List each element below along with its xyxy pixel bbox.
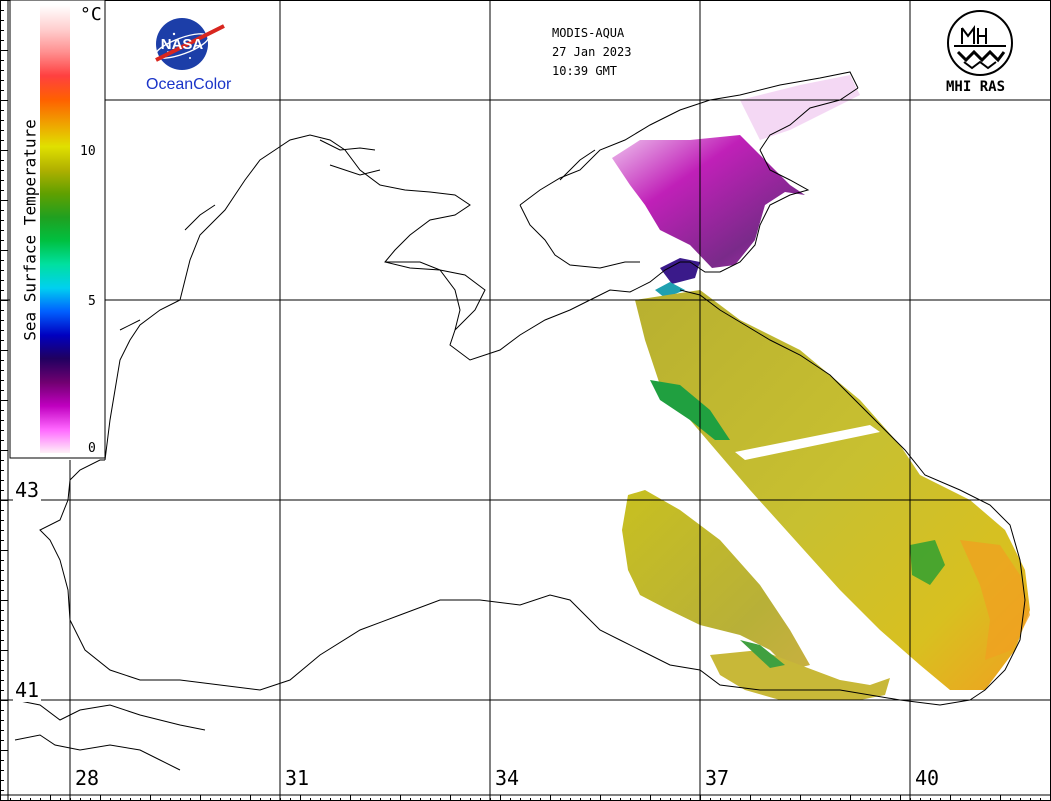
mhi-ras-logo — [947, 10, 1013, 76]
lon-label-31: 31 — [283, 766, 312, 790]
coastline — [14, 71, 1026, 771]
kerch-strait-patch — [660, 258, 700, 284]
colorbar-title: Sea Surface Temperature — [20, 119, 40, 341]
mhi-ras-caption: MHI RAS — [946, 79, 1006, 95]
lon-label-37: 37 — [703, 766, 732, 790]
east-green-streak-2 — [910, 540, 945, 585]
east-green-streak-1 — [650, 380, 730, 440]
azov-west-coastline — [519, 204, 640, 269]
colorbar — [9, 0, 106, 459]
lon-label-28: 28 — [73, 766, 102, 790]
sst-data-layer — [612, 75, 1030, 700]
south-coastline — [39, 459, 971, 706]
cloud-gap-band — [735, 425, 880, 460]
colorbar-ramp — [40, 5, 70, 453]
colorbar-tick-0: 0 — [88, 441, 96, 456]
oceancolor-caption: OceanColor — [146, 76, 232, 93]
lon-label-34: 34 — [493, 766, 522, 790]
lat-label-43: 43 — [13, 478, 42, 502]
azov-east-coastline — [680, 87, 859, 273]
date-label: 27 Jan 2023 — [552, 45, 632, 59]
marmara-coastline — [14, 734, 181, 771]
sensor-label: MODIS-AQUA — [552, 26, 625, 40]
colorbar-unit: °C — [80, 4, 102, 25]
estuary-detail-1 — [319, 139, 381, 176]
caucasus-coastline — [679, 289, 1026, 701]
kerch-green-patch — [655, 282, 685, 298]
header-block: MODIS-AQUA 27 Jan 2023 10:39 GMT — [552, 24, 631, 81]
azov-north-faint — [740, 75, 860, 140]
colorbar-tick-5: 5 — [88, 294, 96, 309]
south-central-patch — [622, 490, 810, 670]
south-green-streak — [740, 640, 785, 668]
south-coast-patch — [710, 650, 890, 700]
time-label: 10:39 GMT — [552, 64, 618, 78]
nasa-logo: NASA — [154, 18, 225, 70]
lon-label-40: 40 — [913, 766, 942, 790]
bosphorus-coastline — [14, 699, 206, 731]
estuary-detail-2 — [119, 149, 596, 331]
colorbar-tick-10: 10 — [80, 144, 96, 159]
crimea-coastline — [385, 261, 486, 331]
northwest-coastline — [104, 134, 681, 461]
azov-sea-cold-patch — [612, 135, 805, 268]
east-coast-warm-patch — [635, 290, 1030, 690]
lat-label-41: 41 — [13, 678, 42, 702]
southeast-orange-patch — [960, 540, 1030, 660]
nasa-wordmark: NASA — [161, 36, 204, 53]
